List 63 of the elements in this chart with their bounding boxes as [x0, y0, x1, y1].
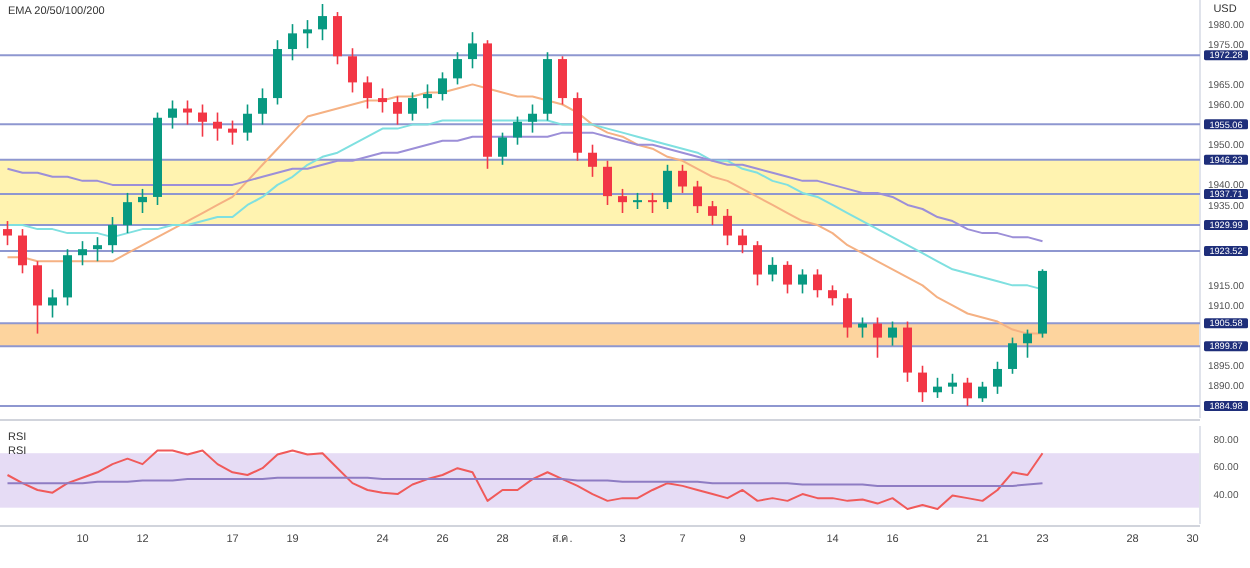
candlestick: [993, 360, 1002, 395]
candlestick: [678, 163, 687, 194]
candlestick: [723, 208, 732, 246]
candlestick: [468, 31, 477, 70]
candlestick: [168, 99, 177, 130]
candlestick: [198, 103, 207, 138]
candlestick: [888, 320, 897, 347]
candlestick: [363, 75, 372, 110]
candlestick: [213, 111, 222, 142]
candlestick: [33, 260, 42, 335]
candlestick: [243, 103, 252, 142]
candlestick: [123, 192, 132, 234]
candlestick: [108, 216, 117, 255]
candlestick: [528, 103, 537, 134]
candlestick: [768, 256, 777, 283]
candlestick: [783, 260, 792, 295]
candlestick: [798, 268, 807, 295]
candlestick: [453, 51, 462, 86]
candlestick: [378, 87, 387, 114]
candlestick: [1023, 328, 1032, 359]
candlestick: [63, 248, 72, 307]
candlestick: [648, 192, 657, 214]
candlestick: [753, 240, 762, 287]
candlestick: [738, 228, 747, 255]
candlestick: [693, 180, 702, 214]
candlestick: [423, 83, 432, 110]
candlestick: [813, 268, 822, 299]
candlestick: [48, 288, 57, 319]
candlestick: [903, 320, 912, 383]
candlestick: [558, 55, 567, 106]
candlestick: [393, 95, 402, 126]
candlestick: [963, 377, 972, 407]
candlestick: [918, 364, 927, 403]
candlestick: [1008, 336, 1017, 375]
candlestick: [228, 119, 237, 146]
line-series: [6, 449, 1044, 511]
candlestick: [663, 163, 672, 210]
candlestick: [438, 71, 447, 102]
candlestick: [3, 220, 12, 246]
candlestick: [183, 99, 192, 126]
candlestick: [408, 91, 417, 122]
candlestick: [18, 228, 27, 275]
candlestick: [978, 381, 987, 403]
candlestick: [513, 115, 522, 146]
candlestick: [618, 188, 627, 214]
candlestick: [498, 131, 507, 166]
candlestick: [828, 284, 837, 307]
candlestick: [348, 47, 357, 94]
candlestick: [333, 11, 342, 66]
candlestick: [138, 188, 147, 214]
candlestick: [303, 19, 312, 50]
candlestick: [603, 159, 612, 206]
candlestick: [588, 143, 597, 178]
candlestick: [858, 316, 867, 339]
candlestick: [318, 3, 327, 41]
candlestick: [948, 372, 957, 395]
candlestick: [258, 87, 267, 126]
candlestick: [843, 292, 852, 339]
candlestick: [708, 200, 717, 226]
candlestick: [93, 236, 102, 263]
candlestick: [873, 316, 882, 359]
candlestick: [78, 240, 87, 267]
candlestick: [288, 23, 297, 62]
